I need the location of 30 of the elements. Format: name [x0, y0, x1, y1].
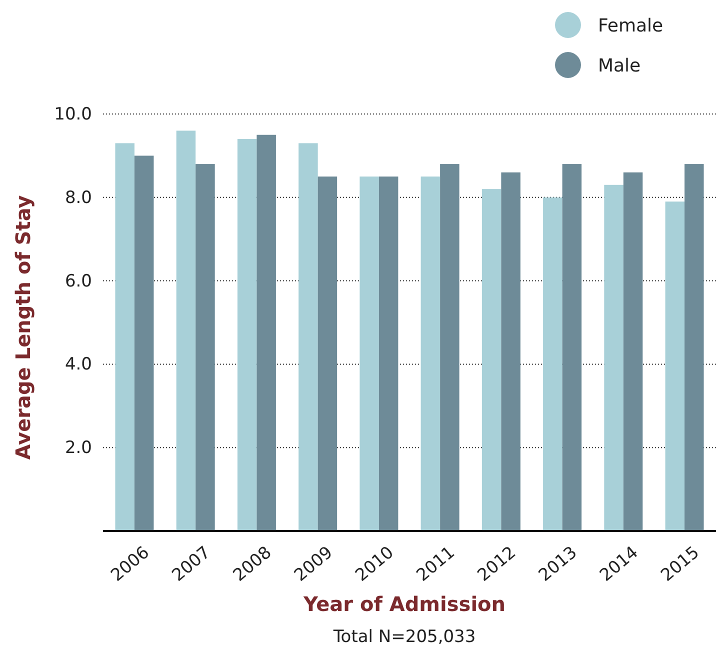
bar — [604, 184, 624, 531]
bar — [134, 156, 154, 531]
y-tick-label: 6.0 — [64, 271, 92, 292]
bar — [562, 164, 582, 531]
x-axis-title: Year of Admission — [302, 592, 506, 616]
text: Total N=205,033 — [332, 627, 476, 647]
bar — [360, 176, 379, 531]
legend-label: Male — [598, 55, 641, 76]
bar — [318, 176, 338, 531]
legend-label: Female — [598, 15, 664, 36]
bar — [256, 134, 276, 531]
bar — [237, 139, 257, 531]
bar — [440, 164, 460, 531]
y-tick-label: 2.0 — [64, 438, 92, 458]
y-tick-label: 10.0 — [54, 104, 92, 124]
bar — [378, 176, 398, 531]
bar — [420, 176, 440, 531]
bar — [196, 164, 215, 531]
bar — [623, 172, 643, 531]
bar — [543, 197, 562, 531]
bar — [501, 172, 520, 531]
bar — [115, 143, 134, 531]
bar — [665, 202, 685, 531]
bar — [176, 130, 196, 531]
bar — [684, 164, 704, 531]
y-tick-label: 8.0 — [64, 188, 92, 208]
y-axis-title: Average Length of Stay — [11, 195, 35, 460]
y-tick-label: 4.0 — [64, 354, 92, 375]
bar — [298, 143, 318, 531]
bar — [482, 189, 502, 531]
